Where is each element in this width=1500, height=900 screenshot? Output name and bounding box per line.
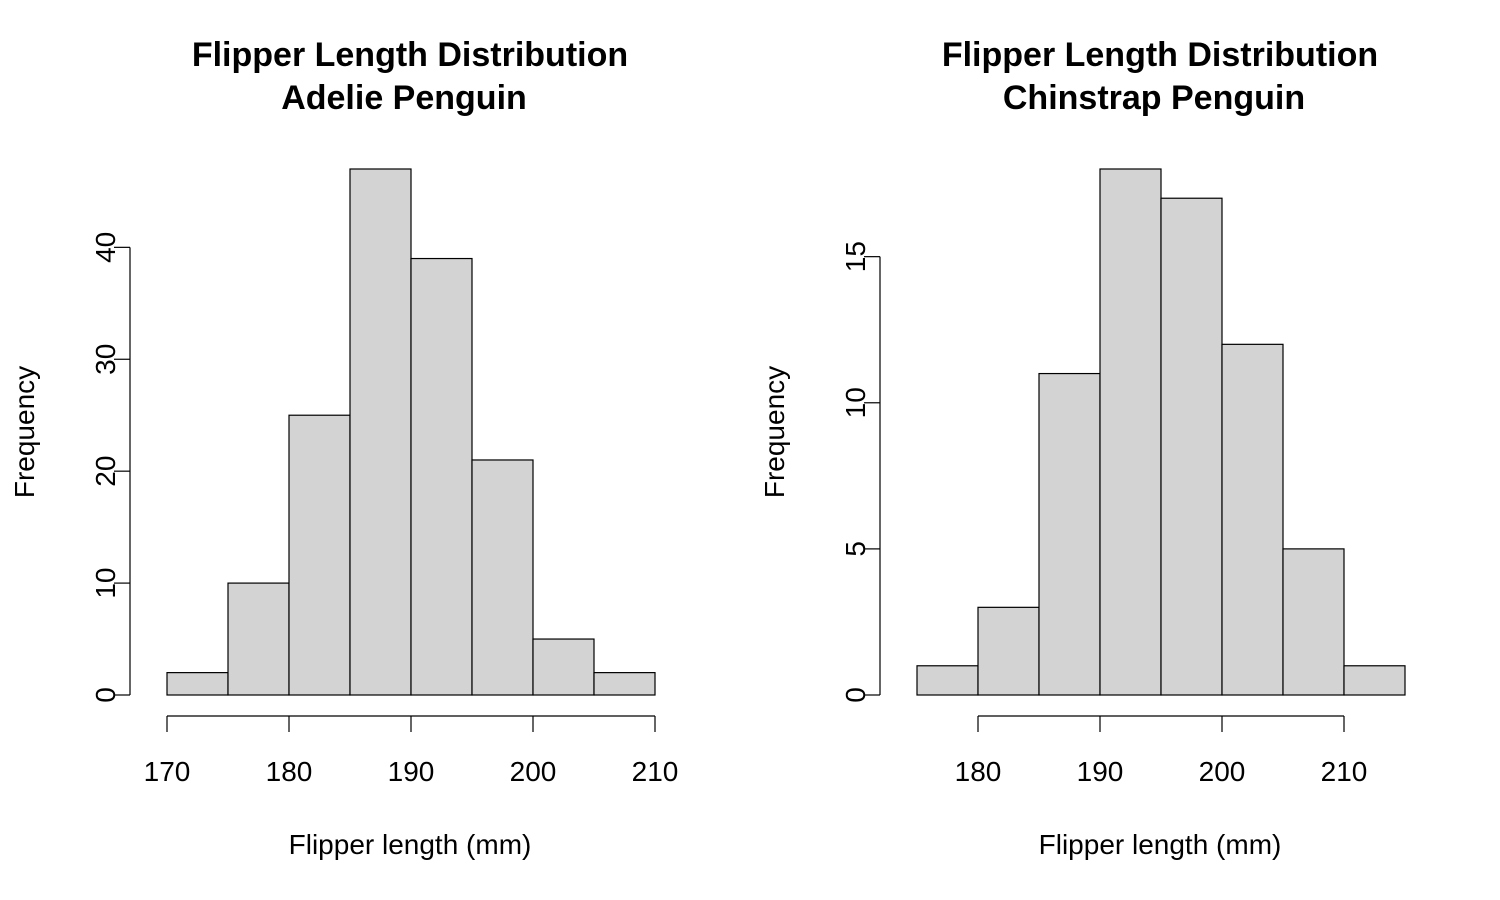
histogram-bar	[1343, 665, 1406, 696]
histogram-bar	[1221, 343, 1284, 696]
y-tick-label: 0	[90, 687, 121, 703]
histogram-bar	[471, 459, 534, 696]
histogram-bar	[532, 638, 595, 696]
histogram-bar	[977, 606, 1040, 696]
x-axis: 170 180 190 200 210	[144, 715, 679, 787]
histogram-bar	[288, 414, 351, 696]
y-axis-label: Frequency	[9, 366, 40, 498]
y-tick-label: 5	[840, 541, 871, 557]
histogram-bar	[916, 665, 979, 696]
x-tick-label: 200	[510, 756, 557, 787]
x-tick-label: 190	[388, 756, 435, 787]
x-tick-label: 190	[1077, 756, 1124, 787]
histogram-bar	[1038, 372, 1101, 696]
x-tick-label: 180	[266, 756, 313, 787]
histogram-bar	[593, 672, 656, 696]
histogram-panel-adelie: Flipper Length Distribution Adelie Pengu…	[9, 36, 678, 860]
y-axis-label: Frequency	[759, 366, 790, 498]
chart-subtitle: Chinstrap Penguin	[1003, 79, 1305, 117]
x-tick-label: 180	[955, 756, 1002, 787]
x-tick-label: 210	[1321, 756, 1368, 787]
y-tick-label: 10	[90, 568, 121, 599]
y-tick-label: 30	[90, 344, 121, 375]
bars-group	[916, 168, 1406, 696]
y-axis: 0 5 10 15	[840, 241, 881, 703]
chart-title: Flipper Length Distribution	[942, 36, 1378, 74]
y-tick-label: 20	[90, 456, 121, 487]
y-tick-label: 10	[840, 387, 871, 418]
histogram-bar	[349, 168, 412, 696]
x-tick-label: 170	[144, 756, 191, 787]
bars-group	[166, 168, 656, 696]
histogram-bar	[1160, 197, 1223, 696]
x-tick-label: 200	[1199, 756, 1246, 787]
histogram-panel-chinstrap: Flipper Length Distribution Chinstrap Pe…	[759, 36, 1406, 860]
histogram-bar	[1282, 548, 1345, 696]
chart-subtitle: Adelie Penguin	[281, 79, 527, 117]
x-tick-label: 210	[632, 756, 679, 787]
x-axis-label: Flipper length (mm)	[289, 829, 532, 860]
y-axis: 0 10 20 30 40	[90, 232, 131, 703]
histogram-bar	[1099, 168, 1162, 696]
y-tick-label: 0	[840, 687, 871, 703]
y-tick-label: 40	[90, 232, 121, 263]
x-axis-label: Flipper length (mm)	[1039, 829, 1282, 860]
chart-title: Flipper Length Distribution	[192, 36, 628, 74]
histogram-bar	[410, 257, 473, 696]
histogram-bar	[166, 672, 229, 696]
x-axis: 180 190 200 210	[955, 715, 1368, 787]
y-tick-label: 15	[840, 241, 871, 272]
histogram-bar	[227, 582, 290, 696]
